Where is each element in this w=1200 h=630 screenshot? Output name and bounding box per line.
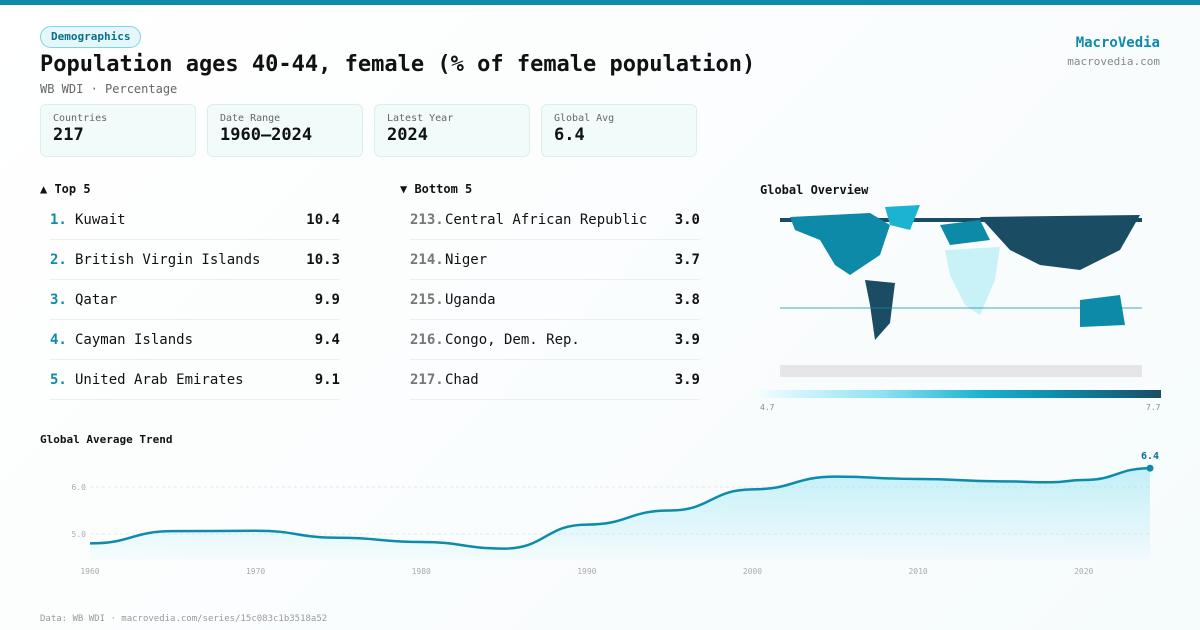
antarctica [780,365,1142,377]
stat-latest-year: Latest Year 2024 [374,104,530,157]
rank: 217. [410,371,444,388]
rank: 4. [50,331,67,348]
brand-url: macrovedia.com [1067,55,1160,68]
bottom5-row: 216. Congo, Dem. Rep. 3.9 [410,320,700,360]
country-value: 3.9 [674,331,700,348]
bottom5-row: 215. Uganda 3.8 [410,280,700,320]
stat-value: 217 [53,125,84,145]
arctic-band [780,218,1142,222]
x-tick-label: 2000 [743,567,762,576]
greenland [885,205,920,230]
last-value-label: 6.4 [1141,451,1159,462]
x-tick-label: 1970 [246,567,265,576]
country-value: 3.8 [674,291,700,308]
country-value: 10.3 [306,251,340,268]
top5-row: 3. Qatar 9.9 [50,280,340,320]
country-value: 10.4 [306,211,340,228]
brand-logo: MacroVedia [1075,35,1160,51]
legend-min: 4.7 [760,403,775,412]
rank: 214. [410,251,444,268]
country-value: 3.0 [674,211,700,228]
country-value: 3.9 [674,371,700,388]
x-tick-label: 2010 [908,567,927,576]
data-point [1146,464,1154,472]
legend-max: 7.7 [1146,403,1161,412]
top5-row: 4. Cayman Islands 9.4 [50,320,340,360]
trend-chart: 5.0 6.0 1960 1970 1980 1990 2000 2010 2020 6.4 [72,451,1159,576]
country-name: Kuwait [75,211,126,228]
trend-area [90,468,1150,560]
stat-value: 6.4 [554,125,585,145]
stat-date-range: Date Range 1960–2024 [207,104,363,157]
rank: 2. [50,251,67,268]
footer-source: Data: WB WDI · macrovedia.com/series/15c… [40,614,328,624]
stat-label: Global Avg [554,113,615,124]
x-tick-label: 1960 [80,567,99,576]
rank: 5. [50,371,67,388]
country-name: Central African Republic [445,211,648,228]
x-tick-label: 1980 [412,567,431,576]
bottom5-row: 217. Chad 3.9 [410,360,700,400]
category-badge: Demographics [40,26,142,48]
top-accent-bar [0,0,1200,5]
asia [980,215,1140,270]
south-america [865,280,895,340]
country-value: 9.1 [314,371,340,388]
europe [940,220,990,245]
rank: 1. [50,211,67,228]
country-name: Niger [445,251,488,268]
country-name: Cayman Islands [75,331,194,348]
y-tick-label: 6.0 [72,483,87,492]
country-name: United Arab Emirates [75,371,244,388]
top5-row: 1. Kuwait 10.4 [50,200,340,240]
stat-value: 1960–2024 [220,125,313,145]
chart-title: Global Average Trend [40,433,173,446]
country-name: British Virgin Islands [75,251,261,268]
country-name: Qatar [75,291,118,308]
rank: 3. [50,291,67,308]
country-value: 9.9 [314,291,340,308]
rank: 215. [410,291,444,308]
trend-line [89,466,1151,550]
stat-label: Latest Year [387,113,454,124]
stat-label: Countries [53,113,108,124]
stat-countries: Countries 217 [40,104,196,157]
country-name: Uganda [445,291,496,308]
world-map [780,205,1142,377]
bottom5-row: 214. Niger 3.7 [410,240,700,280]
x-tick-label: 2020 [1074,567,1093,576]
stat-global-avg: Global Avg 6.4 [541,104,697,157]
map-color-legend [760,390,1161,398]
page-subtitle: WB WDI · Percentage [40,82,178,96]
top5-heading: ▲ Top 5 [40,182,91,196]
country-value: 9.4 [314,331,340,348]
country-name: Chad [445,371,479,388]
map-heading: Global Overview [760,183,869,197]
bottom5-row: 213. Central African Republic 3.0 [410,200,700,240]
top5-row: 2. British Virgin Islands 10.3 [50,240,340,280]
page-title: Population ages 40-44, female (% of fema… [40,52,756,77]
country-value: 3.7 [674,251,700,268]
north-america [790,213,890,275]
stat-label: Date Range [220,113,281,124]
x-tick-label: 1990 [577,567,596,576]
stat-value: 2024 [387,125,428,145]
top5-row: 5. United Arab Emirates 9.1 [50,360,340,400]
country-name: Congo, Dem. Rep. [445,331,580,348]
australia [1080,295,1125,327]
y-tick-label: 5.0 [72,530,87,539]
bottom5-heading: ▼ Bottom 5 [400,182,473,196]
rank: 216. [410,331,444,348]
africa [945,247,1000,315]
rank: 213. [410,211,444,228]
